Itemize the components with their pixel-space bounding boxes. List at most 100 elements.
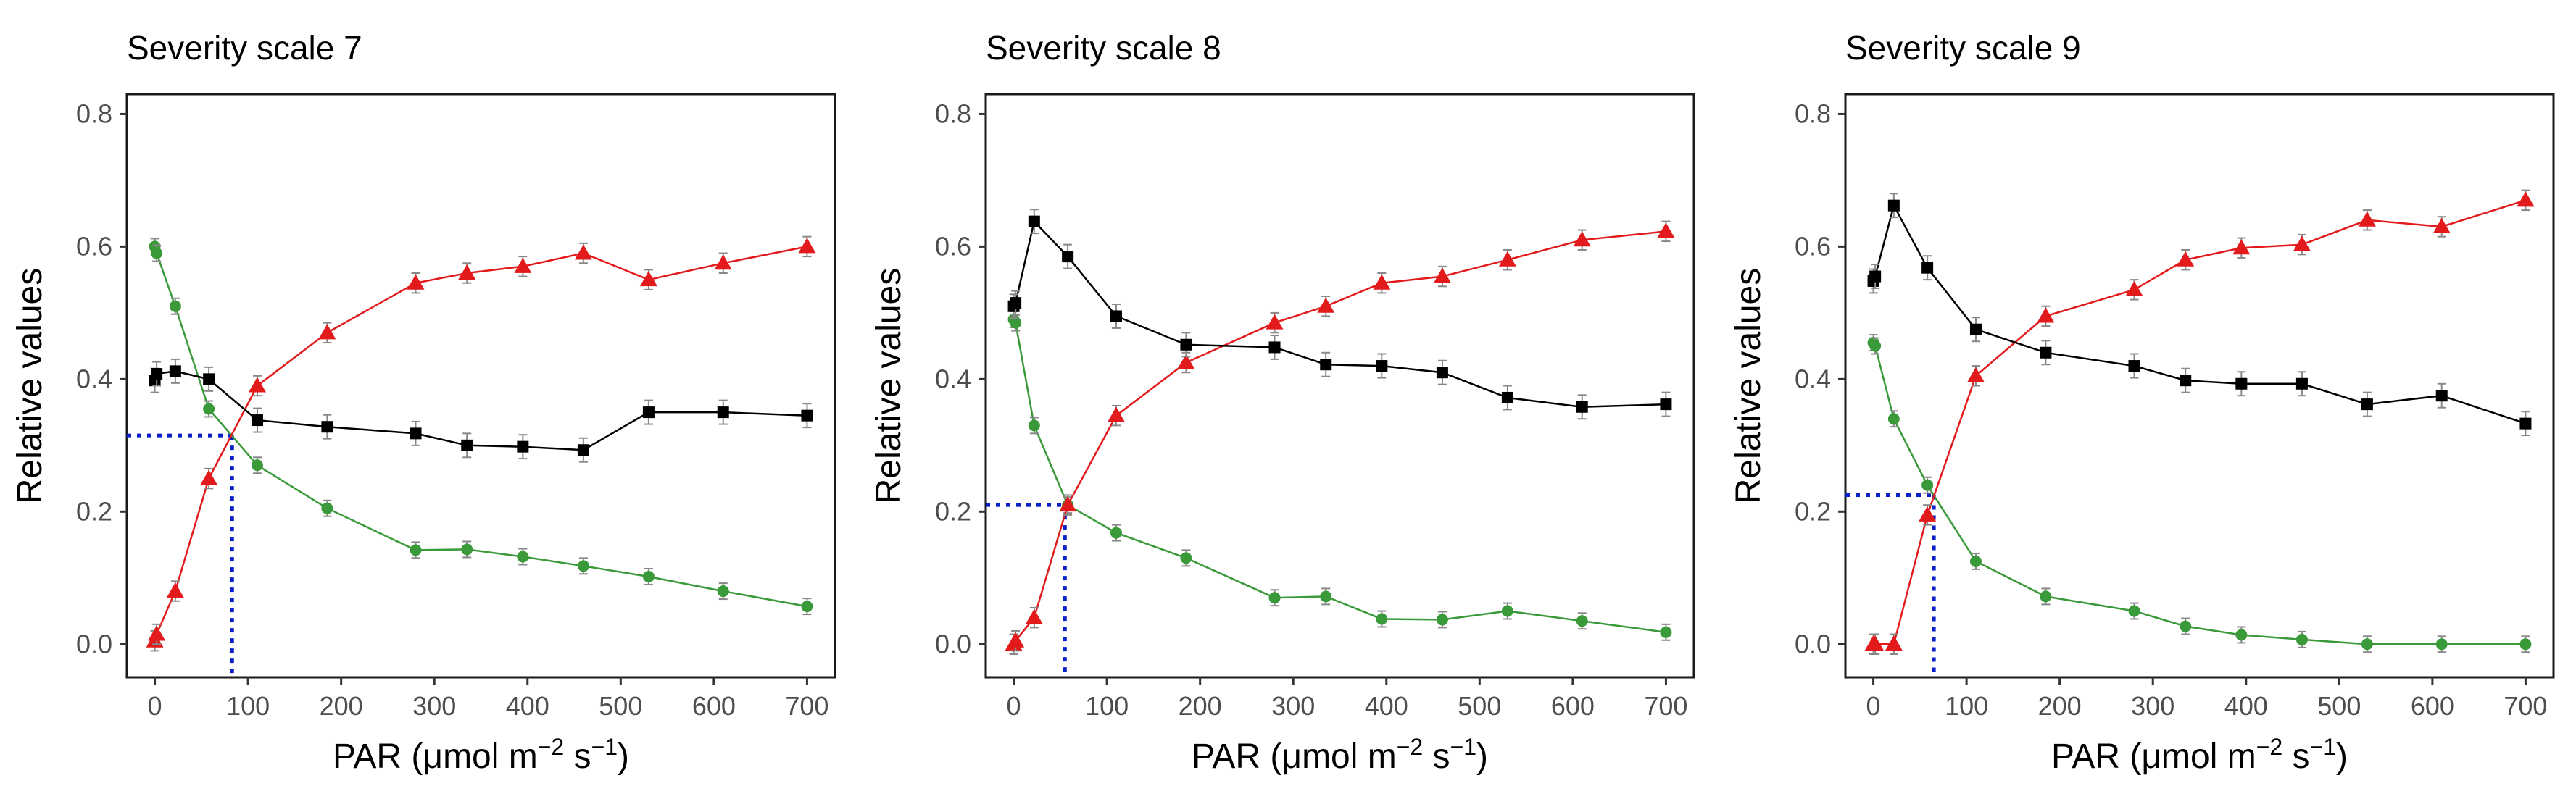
data-point-triangle [2037, 307, 2055, 323]
x-tick-label: 300 [1271, 691, 1315, 721]
series-line [154, 370, 807, 451]
x-tick-label: 500 [2317, 691, 2361, 721]
data-point-circle [461, 543, 473, 556]
y-axis-title: Relative values [11, 268, 49, 504]
x-tick-label: 200 [1179, 691, 1222, 721]
y-tick-label: 0.8 [1795, 99, 1831, 128]
panel-severity-9: Severity scale 9 0.0 0.2 0.4 0.6 0.8 0 100 200 3… [1729, 29, 2555, 776]
data-point-triangle [2432, 217, 2451, 233]
data-point-triangle [714, 254, 732, 270]
data-point-circle [577, 560, 589, 572]
data-point-square [577, 444, 589, 456]
data-point-triangle [1573, 231, 1591, 247]
y-tick-label: 0.2 [76, 496, 112, 526]
y-axis-title: Relative values [870, 268, 908, 504]
data-point-circle [321, 502, 333, 514]
y-tick-label: 0.6 [1795, 231, 1831, 261]
data-point-square [1028, 215, 1040, 227]
plot-frame [125, 93, 836, 679]
data-point-triangle [407, 274, 425, 290]
x-tick-label: 700 [2504, 691, 2547, 721]
data-point-circle [251, 459, 263, 472]
x-tick-label: 400 [506, 691, 549, 721]
series-red [1005, 220, 1675, 655]
x-tick-label: 100 [1085, 691, 1129, 721]
data-point-square [461, 439, 473, 451]
data-point-circle [1660, 626, 1672, 638]
data-point-square [2180, 375, 2192, 387]
data-point-square [1180, 338, 1192, 351]
data-point-triangle [1266, 314, 1284, 330]
data-point-square [1436, 367, 1448, 379]
data-point-triangle [248, 377, 266, 393]
data-point-circle [1436, 614, 1448, 626]
data-point-square [151, 368, 163, 380]
series-line [1873, 199, 2526, 645]
data-point-square [1376, 360, 1388, 372]
data-point-square [1660, 398, 1672, 411]
data-point-triangle [458, 264, 476, 280]
data-point-circle [1376, 613, 1388, 625]
data-point-square [1062, 251, 1074, 263]
series-black [1007, 209, 1672, 420]
panel-severity-8: Severity scale 8 0.0 0.2 0.4 0.6 0.8 0 100 200 3… [870, 29, 1695, 776]
data-point-circle [2235, 629, 2248, 641]
data-point-triangle [2293, 235, 2311, 251]
x-tick-label: 0 [1866, 691, 1881, 721]
y-tick-label: 0.4 [76, 364, 112, 393]
data-point-square [2040, 346, 2052, 359]
data-point-triangle [1433, 267, 1451, 283]
data-point-triangle [1107, 406, 1125, 422]
data-point-square [2235, 377, 2248, 390]
plot-frame [984, 93, 1695, 679]
series-line [1013, 230, 1666, 645]
data-point-triangle [2125, 280, 2143, 296]
data-point-circle [1180, 552, 1192, 564]
x-tick-label: 200 [320, 691, 363, 721]
data-point-triangle [1966, 367, 1985, 382]
data-point-square [801, 409, 813, 422]
data-point-triangle [1919, 506, 1937, 522]
data-point-triangle [798, 238, 816, 254]
data-point-circle [169, 300, 181, 312]
x-tick-label: 700 [785, 691, 828, 721]
data-point-triangle [1007, 632, 1025, 648]
data-point-triangle [1498, 251, 1516, 267]
data-point-circle [642, 570, 655, 582]
data-point-triangle [166, 582, 184, 598]
series-black [1867, 193, 2532, 437]
data-point-circle [2180, 620, 2192, 632]
panel-severity-7: Severity scale 7 0.0 0.2 0.4 0.6 0.8 0 100 200 3… [11, 29, 836, 776]
panel-title: Severity scale 9 [1845, 29, 2081, 67]
data-point-square [203, 373, 215, 385]
y-tick-label: 0.6 [76, 231, 112, 261]
data-point-square [2295, 377, 2308, 390]
data-point-triangle [148, 625, 166, 641]
x-tick-label: 0 [1007, 691, 1021, 721]
data-point-triangle [1373, 274, 1391, 290]
data-point-square [1501, 391, 1513, 403]
y-tick-label: 0.8 [935, 99, 971, 128]
y-tick-label: 0.2 [1795, 496, 1831, 526]
y-tick-label: 0.2 [935, 496, 971, 526]
x-tick-label: 500 [599, 691, 642, 721]
data-point-triangle [2177, 251, 2195, 267]
x-tick-label: 600 [1551, 691, 1595, 721]
data-point-circle [2040, 590, 2052, 603]
data-point-square [717, 406, 729, 419]
data-point-circle [2519, 638, 2532, 651]
x-tick-label: 700 [1644, 691, 1687, 721]
y-tick-label: 0.4 [1795, 364, 1831, 393]
series-black [149, 358, 813, 463]
data-point-triangle [1059, 496, 1077, 512]
x-axis-title: PAR (μmol m−2 s−1) [2051, 734, 2348, 776]
data-point-square [169, 365, 181, 377]
data-point-square [2128, 360, 2140, 372]
y-tick-label: 0.8 [76, 99, 112, 128]
data-point-circle [2128, 605, 2140, 617]
data-point-square [321, 421, 333, 433]
x-tick-label: 300 [2131, 691, 2174, 721]
data-point-circle [1110, 527, 1122, 539]
x-axis-title: PAR (μmol m−2 s−1) [333, 734, 629, 776]
data-point-circle [1028, 419, 1040, 432]
